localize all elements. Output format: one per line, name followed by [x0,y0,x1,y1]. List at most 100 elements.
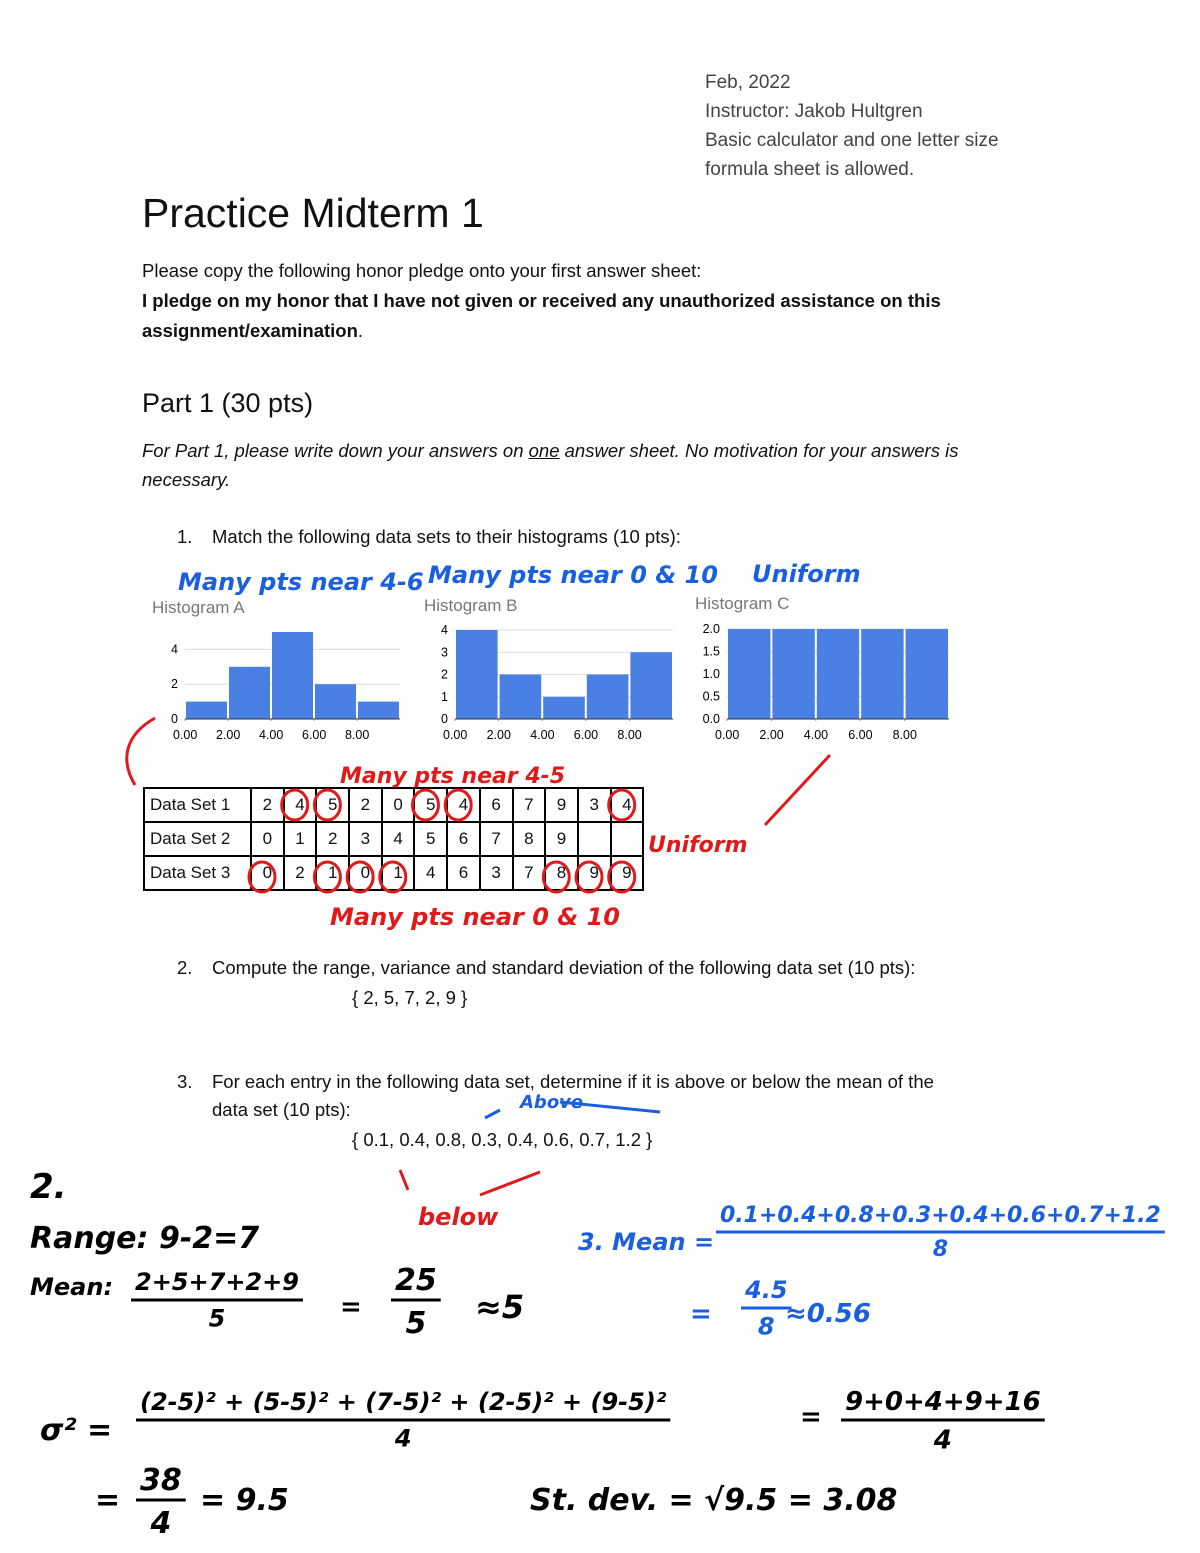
header-line: Basic calculator and one letter size [705,130,999,151]
table-cell: 4 [380,821,416,857]
arrow [125,716,156,786]
handwritten-note: St. dev. = √9.5 = 3.08 [530,1483,897,1518]
handwritten-note: 2. [30,1167,67,1207]
handwritten-note: 3. Mean = [578,1228,714,1256]
table-cell: 7 [511,787,547,823]
data-set: { 0.1, 0.4, 0.8, 0.3, 0.4, 0.6, 0.7, 1.2… [352,1129,653,1150]
handwritten-note: Range: 9-2=7 [30,1221,259,1256]
fraction-numerator: (2-5)² + (5-5)² + (7-5)² + (2-5)² + (9-5… [140,1388,667,1416]
bar [816,629,860,719]
table-cell: 1 [282,821,318,857]
table-cell: 9 [544,787,579,823]
handwritten-note: below [418,1203,499,1231]
table-cell [576,821,612,857]
x-tick-label: 4.00 [259,728,283,742]
data-set: { 2, 5, 7, 2, 9 } [352,987,468,1008]
part-heading: Part 1 (30 pts) [142,388,314,418]
question-number: 2. [177,957,193,978]
pledge-intro: Please copy the following honor pledge o… [142,260,702,281]
y-tick-label: 3 [441,645,448,659]
handwritten-note: = [340,1292,362,1322]
fraction-denominator: 4 [394,1424,412,1452]
y-tick-label: 1.0 [703,667,720,681]
circle-mark [541,860,571,894]
x-tick-label: 0.00 [443,728,467,742]
x-tick-label: 2.00 [759,728,783,742]
x-tick-label: 2.00 [487,728,511,742]
x-tick-label: 4.00 [530,728,554,742]
histogram-title: Histogram C [695,594,789,613]
question-number: 3. [177,1071,193,1092]
row-label: Data Set 3 [143,855,252,891]
handwritten-note: = [800,1402,822,1432]
handwritten-note: Mean: [30,1273,113,1301]
pledge: I pledge on my honor that I have not giv… [142,286,972,346]
handwritten-note: Uniform [752,560,861,588]
bar [186,701,227,719]
arrow [484,1108,501,1120]
x-tick-label: 0.00 [173,728,197,742]
fraction-denominator: 8 [758,1312,775,1340]
table-cell: 1 [380,855,416,891]
table-cell: 2 [348,787,383,823]
fraction-denominator: 4 [149,1506,171,1541]
handwritten-note: Above [518,1092,583,1113]
bar [728,629,771,719]
pledge-text: I pledge on my honor that I have not giv… [142,290,941,341]
x-tick-label: 2.00 [216,728,240,742]
y-tick-label: 2 [441,668,448,682]
x-tick-label: 8.00 [345,728,369,742]
circle-mark [247,860,277,894]
table-cell: 9 [609,855,645,891]
x-tick-label: 8.00 [617,728,641,742]
table-cell: 8 [544,855,579,891]
y-tick-label: 2 [171,677,178,691]
fraction-denominator: 5 [405,1306,426,1341]
bar [543,696,585,719]
bar [272,632,313,719]
y-tick-label: 0.5 [703,690,720,704]
instruction-emphasis: one [528,440,560,461]
handwritten-note: ≈5 [475,1288,524,1326]
table-cell: 6 [446,821,481,857]
table-cell [609,821,645,857]
question-text: Compute the range, variance and standard… [212,957,916,978]
header-line: formula sheet is allowed. [705,159,915,180]
instructions: For Part 1, please write down your answe… [142,436,1012,494]
table-cell: 2 [250,787,285,823]
header-line: Feb, 2022 [705,72,791,93]
handwritten-note: = 9.5 [200,1483,289,1518]
arrow [398,1169,410,1191]
bar [358,701,399,719]
table-cell: 8 [511,821,547,857]
handwritten-note: Uniform [648,833,748,858]
y-tick-label: 1 [441,690,448,704]
bar [586,674,629,719]
pledge-end: . [357,320,364,341]
table-cell: 5 [413,821,449,857]
y-tick-label: 0.0 [703,712,720,726]
instruction-text: answer sheet. No motivation for your ans… [142,440,959,490]
circle-mark [280,788,310,822]
fraction-numerator: 0.1+0.4+0.8+0.3+0.4+0.6+0.7+1.2 [720,1203,1161,1228]
row-label: Data Set 1 [143,787,252,823]
handwritten-note: ≈0.56 [785,1299,871,1329]
fraction-numerator: 4.5 [744,1276,788,1304]
question-text: data set (10 pts): [212,1099,351,1120]
fraction-denominator: 8 [933,1237,948,1262]
table-cell: 2 [315,821,351,857]
header-line: Instructor: Jakob Hultgren [705,101,923,122]
bar [315,684,356,719]
table-cell: 6 [478,787,514,823]
circle-mark [443,788,473,822]
circle-mark [312,860,342,894]
x-tick-label: 6.00 [302,728,326,742]
table-cell: 0 [250,855,285,891]
instruction-text: For Part 1, please write down your answe… [142,440,529,461]
bar [861,629,904,719]
bar [456,630,498,719]
